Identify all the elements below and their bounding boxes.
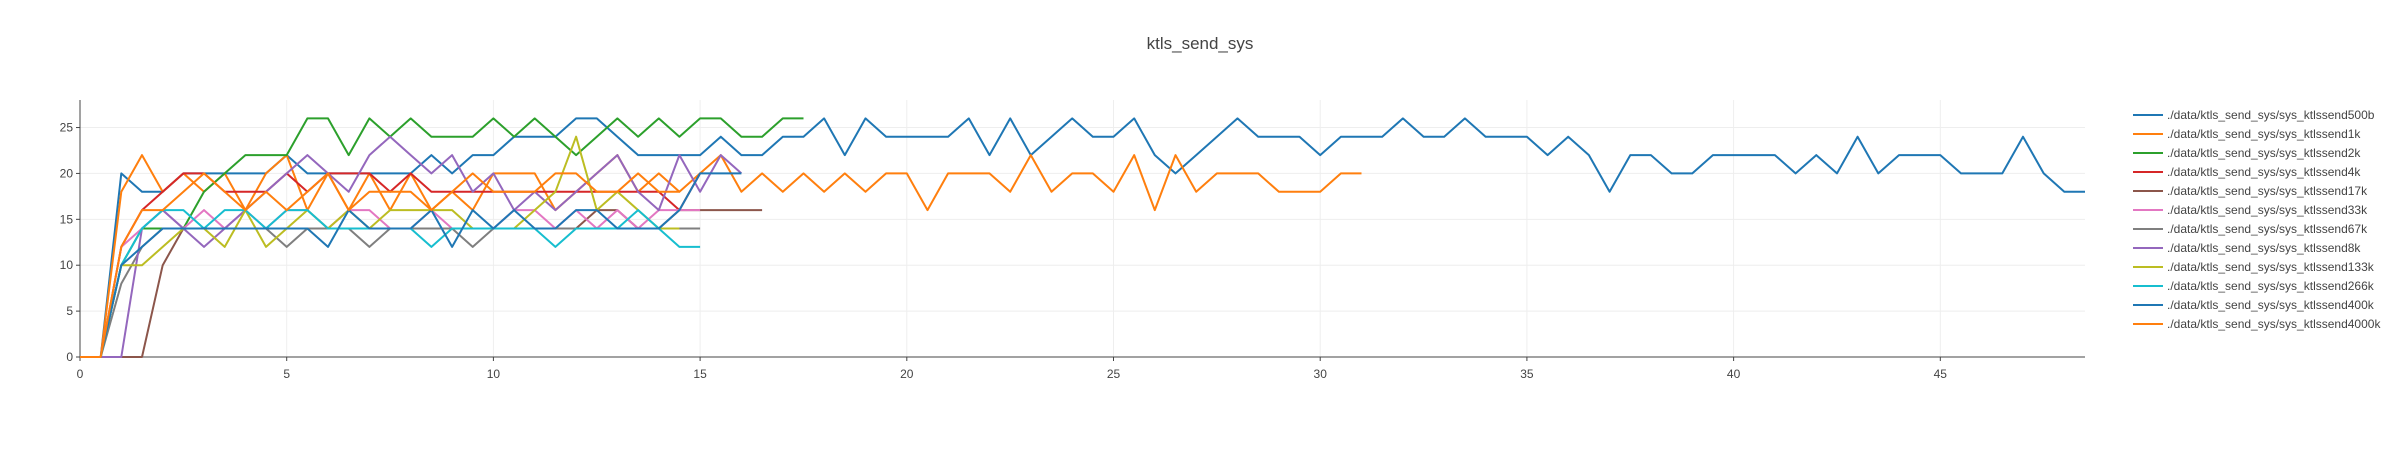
legend-label: ./data/ktls_send_sys/sys_ktlssend2k <box>2167 146 2361 160</box>
legend-label: ./data/ktls_send_sys/sys_ktlssend8k <box>2167 241 2361 255</box>
y-tick-label: 25 <box>60 121 74 135</box>
y-tick-label: 20 <box>60 166 74 180</box>
series-line-12 <box>80 172 680 358</box>
legend-item[interactable]: ./data/ktls_send_sys/sys_ktlssend17k <box>2133 184 2368 198</box>
x-tick-label: 0 <box>77 367 84 381</box>
legend-label: ./data/ktls_send_sys/sys_ktlssend4k <box>2167 165 2361 179</box>
legend-label: ./data/ktls_send_sys/sys_ktlssend400k <box>2167 298 2375 312</box>
x-tick-label: 45 <box>1934 367 1948 381</box>
series-line-5 <box>80 209 763 358</box>
legend-label: ./data/ktls_send_sys/sys_ktlssend67k <box>2167 222 2368 236</box>
legend-item[interactable]: ./data/ktls_send_sys/sys_ktlssend4k <box>2133 165 2361 179</box>
legend-label: ./data/ktls_send_sys/sys_ktlssend33k <box>2167 203 2368 217</box>
legend-item[interactable]: ./data/ktls_send_sys/sys_ktlssend133k <box>2133 260 2375 274</box>
series-line-6 <box>80 209 701 358</box>
chart-title: ktls_send_sys <box>1147 34 1254 53</box>
legend-item[interactable]: ./data/ktls_send_sys/sys_ktlssend266k <box>2133 279 2375 293</box>
legend[interactable]: ./data/ktls_send_sys/sys_ktlssend500b ./d… <box>2133 108 2381 331</box>
x-tick-label: 10 <box>487 367 501 381</box>
series-line-10 <box>80 209 701 358</box>
x-tick-label: 15 <box>693 367 707 381</box>
series-line-1 <box>80 117 2085 358</box>
legend-label: ./data/ktls_send_sys/sys_ktlssend266k <box>2167 279 2375 293</box>
legend-label: ./data/ktls_send_sys/sys_ktlssend133k <box>2167 260 2375 274</box>
y-tick-label: 15 <box>60 212 74 226</box>
y-tick-label: 5 <box>66 304 73 318</box>
axes: 0 5 10 15 20 25 30 35 40 45 0 5 10 15 20 25 <box>60 100 2085 381</box>
series-line-8 <box>80 135 743 358</box>
y-tick-label: 10 <box>60 258 74 272</box>
legend-item[interactable]: ./data/ktls_send_sys/sys_ktlssend500b <box>2133 108 2375 122</box>
x-tick-label: 40 <box>1727 367 1741 381</box>
legend-item[interactable]: ./data/ktls_send_sys/sys_ktlssend33k <box>2133 203 2368 217</box>
series-line-11 <box>80 172 742 358</box>
legend-item[interactable]: ./data/ktls_send_sys/sys_ktlssend4000k <box>2133 317 2381 331</box>
legend-item[interactable]: ./data/ktls_send_sys/sys_ktlssend67k <box>2133 222 2368 236</box>
series-line-3 <box>80 117 804 358</box>
legend-label: ./data/ktls_send_sys/sys_ktlssend1k <box>2167 127 2361 141</box>
legend-item[interactable]: ./data/ktls_send_sys/sys_ktlssend400k <box>2133 298 2375 312</box>
x-tick-label: 35 <box>1520 367 1534 381</box>
series-lines <box>80 117 2085 358</box>
series-line-9 <box>80 135 680 358</box>
legend-item[interactable]: ./data/ktls_send_sys/sys_ktlssend1k <box>2133 127 2361 141</box>
legend-label: ./data/ktls_send_sys/sys_ktlssend500b <box>2167 108 2375 122</box>
legend-item[interactable]: ./data/ktls_send_sys/sys_ktlssend8k <box>2133 241 2361 255</box>
legend-label: ./data/ktls_send_sys/sys_ktlssend17k <box>2167 184 2368 198</box>
x-tick-label: 20 <box>900 367 914 381</box>
x-tick-label: 25 <box>1107 367 1121 381</box>
x-tick-label: 30 <box>1314 367 1328 381</box>
legend-label: ./data/ktls_send_sys/sys_ktlssend4000k <box>2167 317 2381 331</box>
x-tick-label: 5 <box>283 367 290 381</box>
y-tick-label: 0 <box>66 350 73 364</box>
legend-item[interactable]: ./data/ktls_send_sys/sys_ktlssend2k <box>2133 146 2361 160</box>
